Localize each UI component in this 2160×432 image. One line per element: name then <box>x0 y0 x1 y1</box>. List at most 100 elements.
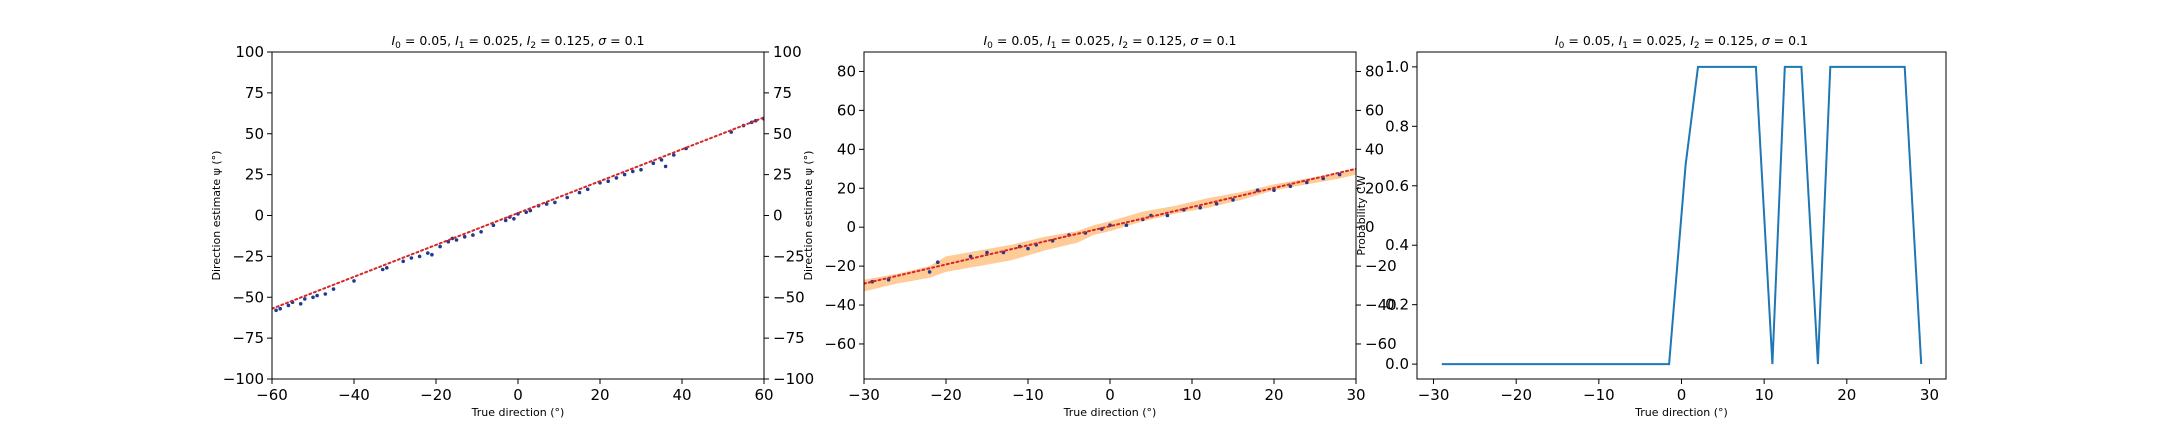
y-tick-label: 0 <box>254 207 264 225</box>
data-point <box>659 158 664 162</box>
right-y-tick-label: 0 <box>773 207 783 225</box>
title-part: = 0.05, <box>1564 33 1618 48</box>
right-y-tick-label: −50 <box>773 288 805 306</box>
data-point <box>936 260 940 265</box>
right-y-tick-label: −60 <box>1365 335 1397 353</box>
title-part: I <box>1619 33 1623 48</box>
y-tick-label: 0.0 <box>1385 355 1409 373</box>
x-tick-label: −10 <box>1012 386 1044 404</box>
title-part: I <box>455 33 459 48</box>
title-part: = 0.025, <box>1057 33 1119 48</box>
data-point <box>352 279 356 283</box>
data-point <box>409 256 414 260</box>
x-tick-label: −30 <box>848 386 880 404</box>
data-point <box>1026 246 1030 251</box>
y-tick-label: −20 <box>824 257 856 275</box>
data-point <box>417 254 422 259</box>
y-tick-label: 0.2 <box>1385 296 1409 314</box>
x-tick-label: −60 <box>256 386 288 404</box>
data-point <box>1231 198 1235 202</box>
y-tick-label: 100 <box>235 43 264 61</box>
y-tick-label: 40 <box>837 140 856 158</box>
title-part: = 0.025, <box>1628 33 1690 48</box>
data-point <box>577 190 582 195</box>
title-part: 0 <box>395 41 401 51</box>
title-part: I <box>1555 33 1559 48</box>
right-y-tick-label: 60 <box>1365 101 1384 119</box>
y-tick-label: 0.6 <box>1385 177 1409 195</box>
data-point <box>380 267 385 272</box>
chart-title: I0 = 0.05, I1 = 0.025, I2 = 0.125, σ = 0… <box>391 33 644 51</box>
title-part: = 0.1 <box>1770 33 1808 48</box>
title-part: = 0.1 <box>606 33 644 48</box>
x-tick-label: 10 <box>1755 386 1774 404</box>
title-part: 1 <box>1051 41 1057 51</box>
data-point <box>614 176 619 180</box>
title-part: 1 <box>1622 41 1628 51</box>
data-point <box>528 208 533 213</box>
right-y-tick-label: −75 <box>773 329 805 347</box>
y-axis-label: Probability CW <box>1355 175 1368 255</box>
title-part: = 0.05, <box>401 33 455 48</box>
y-tick-label: −25 <box>232 247 264 265</box>
data-point <box>479 230 483 234</box>
data-point <box>315 293 319 298</box>
chart-2: −30 −20 −10 0 10 20 30−60 −60−40 −40−20 −200 020 20… <box>802 33 1397 419</box>
data-point <box>606 179 610 183</box>
identity-fit-line <box>864 167 1356 285</box>
x-tick-label: −20 <box>930 386 962 404</box>
chart-1: −60 −40 −20 0 20 40 60−100 −100−75 −75−50 −50−25−… <box>210 33 814 419</box>
chart-title: I0 = 0.05, I1 = 0.025, I2 = 0.125, σ = 0… <box>983 33 1236 51</box>
x-axis-label: True direction (°) <box>1063 406 1157 419</box>
data-point <box>651 161 656 165</box>
right-y-tick-label: −25 <box>773 247 805 265</box>
right-y-tick-label: −40 <box>1365 296 1397 314</box>
probability-line <box>1441 65 1923 366</box>
data-point <box>1288 184 1293 189</box>
data-point <box>639 167 643 172</box>
data-point <box>553 200 557 205</box>
x-tick-label: 30 <box>1920 386 1939 404</box>
y-tick-label: 80 <box>837 62 856 80</box>
y-tick-label: −40 <box>824 296 856 314</box>
right-y-tick-label: −20 <box>1365 257 1397 275</box>
data-point <box>323 292 328 296</box>
data-point <box>1305 180 1309 185</box>
y-tick-label: 20 <box>837 179 856 197</box>
data-point <box>622 172 627 177</box>
data-point <box>1272 188 1276 192</box>
title-part: 2 <box>1694 41 1700 51</box>
y-tick-label: −50 <box>232 288 264 306</box>
data-point <box>927 270 932 274</box>
title-part: I <box>1690 33 1694 48</box>
y-tick-label: 60 <box>837 101 856 119</box>
data-point <box>631 169 635 174</box>
y-tick-label: 50 <box>245 125 264 143</box>
data-point <box>430 252 434 257</box>
x-tick-label: 60 <box>754 386 773 404</box>
data-point <box>491 223 496 228</box>
data-point <box>672 153 676 157</box>
data-point <box>311 295 315 300</box>
title-part: I <box>983 33 987 48</box>
data-point <box>663 164 668 169</box>
x-tick-label: 10 <box>1182 386 1201 404</box>
title-part: σ <box>598 33 607 48</box>
title-part: 2 <box>1122 41 1128 51</box>
title-part: = 0.025, <box>465 33 527 48</box>
plot-area <box>1441 65 1923 366</box>
right-y-tick-label: −100 <box>773 370 814 388</box>
plot-area <box>864 167 1356 292</box>
x-tick-label: −20 <box>420 386 452 404</box>
right-y-tick-label: 0 <box>1365 218 1375 236</box>
data-point <box>1198 205 1202 210</box>
data-point <box>278 306 283 311</box>
x-axis-label: True direction (°) <box>471 406 565 419</box>
title-part: = 0.125, <box>1128 33 1190 48</box>
x-tick-label: −20 <box>1500 386 1532 404</box>
title-part: 0 <box>987 41 993 51</box>
x-tick-label: 0 <box>513 386 523 404</box>
x-tick-label: −10 <box>1583 386 1615 404</box>
